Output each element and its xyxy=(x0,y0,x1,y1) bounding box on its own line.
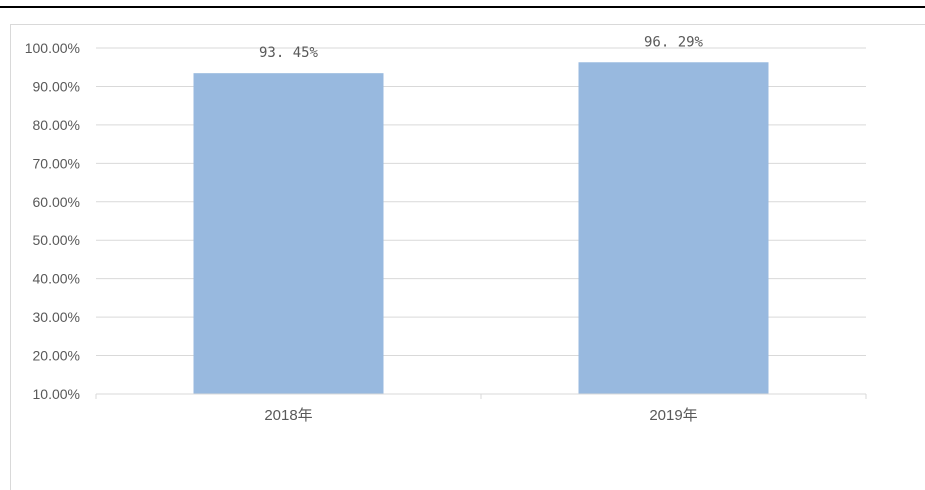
bars xyxy=(193,62,769,395)
top-border-rule xyxy=(0,6,925,8)
y-tick-label: 100.00% xyxy=(25,40,80,56)
bar-data-label: 96. 29% xyxy=(644,34,704,50)
y-tick-label: 60.00% xyxy=(33,194,80,210)
y-tick-label: 70.00% xyxy=(33,155,80,171)
y-tick-label: 20.00% xyxy=(33,348,80,364)
y-tick-label: 50.00% xyxy=(33,232,80,248)
y-axis-tick-labels: 10.00% 20.00% 30.00% 40.00% 50.00% 60.00% 70.0… xyxy=(25,40,80,402)
x-axis: 2018年 2019年 xyxy=(95,393,867,424)
chart-frame xyxy=(10,24,925,490)
x-category-label: 2019年 xyxy=(649,407,697,424)
x-category-label: 2018年 xyxy=(264,407,312,424)
y-tick-label: 30.00% xyxy=(33,309,80,325)
y-tick-label: 80.00% xyxy=(33,117,80,133)
bar-data-label: 93. 45% xyxy=(259,45,319,61)
bar-2018年 xyxy=(193,73,384,394)
y-tick-label: 90.00% xyxy=(33,78,80,94)
bar-2019年 xyxy=(578,62,769,395)
y-tick-label: 10.00% xyxy=(33,386,80,402)
y-tick-label: 40.00% xyxy=(33,271,80,287)
data-labels: 93. 45% 96. 29% xyxy=(259,34,704,61)
